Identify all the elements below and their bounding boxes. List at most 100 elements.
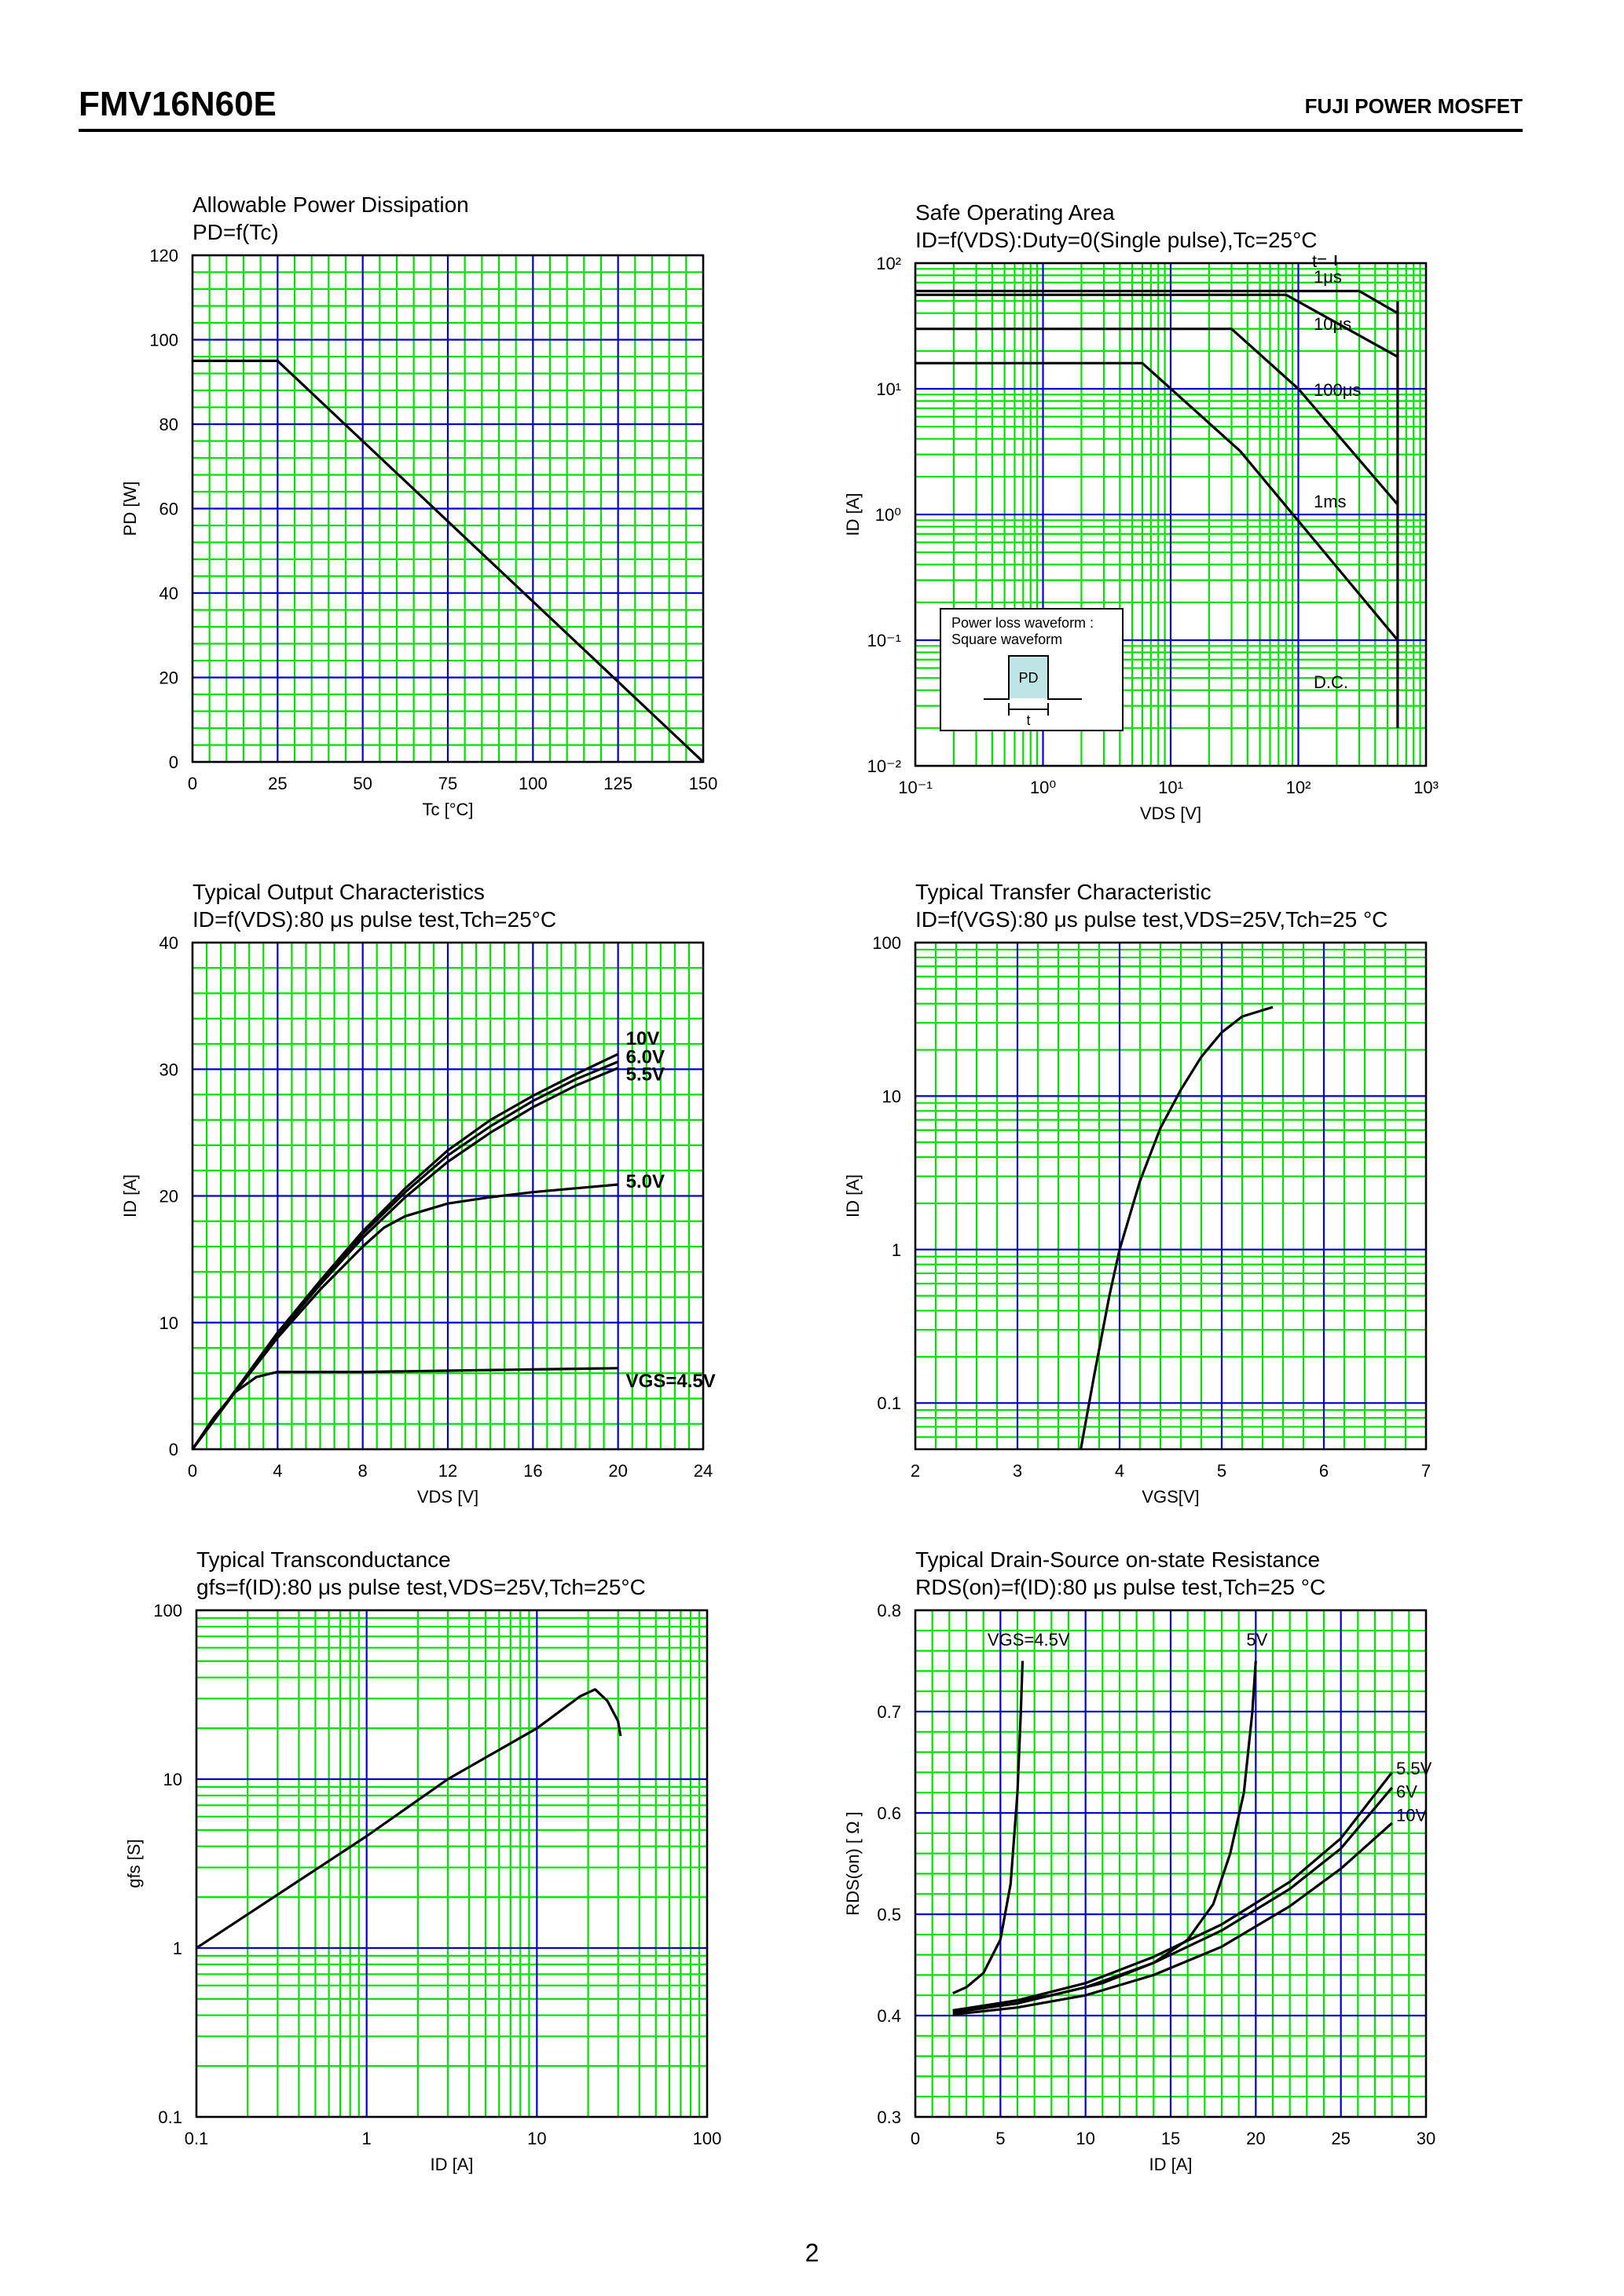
y-tick-label: 10¹	[876, 379, 901, 399]
x-tick-label: 0	[188, 774, 197, 793]
chart-subtitle: ID=f(VGS):80 μs pulse test,VDS=25V,Tch=2…	[915, 907, 1388, 932]
series-line	[196, 1688, 622, 1950]
plot-frame	[195, 1609, 709, 2118]
power-loss-inset: Power loss waveform :Square waveform PD t	[940, 608, 1124, 731]
pd-fill	[1010, 657, 1047, 698]
chart-rds-on: Typical Drain-Source on-state Resistance…	[843, 1547, 1435, 2174]
y-axis-label: RDS(on) [ Ω ]	[843, 1811, 863, 1916]
series-label: 1ms	[1314, 492, 1347, 511]
x-axis-label: ID [A]	[1149, 2155, 1192, 2174]
y-tick-label: 10²	[876, 254, 901, 273]
series-label: VGS=4.5V	[988, 1630, 1070, 1650]
chart-subtitle: RDS(on)=f(ID):80 μs pulse test,Tch=25 °C	[915, 1575, 1325, 1599]
series-line	[915, 293, 1399, 358]
x-axis-label: VDS [V]	[1140, 804, 1201, 823]
series-label: 5V	[1246, 1630, 1267, 1650]
plot-grid	[195, 1609, 709, 2118]
y-axis-label: PD [W]	[120, 482, 140, 536]
y-tick-label: 40	[159, 933, 178, 953]
waveform-line	[984, 655, 1082, 700]
plot-frame	[191, 941, 705, 1451]
series-label: 1μs	[1314, 267, 1342, 287]
plot-frame	[191, 254, 705, 764]
plot-grid	[914, 1609, 1428, 2118]
x-tick-label: 4	[1115, 1461, 1124, 1481]
series-line	[952, 1786, 1393, 2014]
series-line	[191, 1367, 618, 1450]
series-line	[915, 289, 1399, 315]
y-tick-label: 80	[159, 415, 178, 434]
y-tick-label: 0.1	[158, 2107, 182, 2127]
y-axis-label: gfs [S]	[124, 1839, 144, 1888]
x-axis-label: Tc [°C]	[422, 800, 473, 819]
series-label: VGS=4.5V	[626, 1371, 716, 1392]
y-axis-label: ID [A]	[843, 493, 863, 536]
y-axis-label: ID [A]	[843, 1174, 863, 1218]
x-tick-label: 6	[1319, 1461, 1329, 1481]
x-tick-label: 10⁻¹	[898, 778, 932, 797]
x-tick-label: 10³	[1413, 778, 1439, 797]
y-tick-label: 1	[173, 1939, 182, 1958]
x-tick-label: 25	[268, 774, 287, 793]
y-tick-label: 30	[159, 1060, 178, 1079]
chart-title: Allowable Power Dissipation	[192, 192, 469, 217]
y-tick-label: 40	[159, 584, 178, 603]
chart-title: Safe Operating Area	[915, 200, 1115, 225]
x-tick-label: 1	[362, 2129, 372, 2148]
x-tick-label: 16	[523, 1461, 542, 1481]
y-tick-label: 1	[892, 1240, 901, 1260]
x-tick-label: 0.1	[185, 2129, 209, 2148]
series-label: 5.0V	[626, 1171, 665, 1192]
y-axis-label: ID [A]	[120, 1174, 140, 1218]
page-header: FMV16N60E FUJI POWER MOSFET	[79, 85, 1523, 132]
y-tick-label: 0.4	[877, 2006, 901, 2026]
plot-frame	[914, 1609, 1428, 2118]
x-tick-label: 75	[438, 774, 457, 793]
chart-transconductance: Typical Transconductance gfs=f(ID):80 μs …	[124, 1547, 722, 2174]
series-label: 10V	[1396, 1805, 1427, 1825]
chart-title: Typical Output Characteristics	[192, 880, 485, 904]
y-tick-label: 100	[149, 331, 178, 350]
chart-safe-operating-area: Safe Operating Area ID=f(VDS):Duty=0(Sing…	[843, 200, 1439, 823]
inset-subtitle: Square waveform	[951, 632, 1062, 647]
series-label: 100μs	[1314, 380, 1361, 400]
series-label: 6.0V	[626, 1047, 665, 1068]
y-tick-label: 10⁻²	[867, 756, 901, 776]
y-tick-label: 20	[159, 1187, 178, 1207]
series-line	[915, 361, 1399, 642]
x-tick-label: 125	[603, 774, 632, 793]
x-tick-label: 100	[519, 774, 548, 793]
x-tick-label: 100	[693, 2129, 722, 2148]
series-line	[952, 1771, 1393, 2012]
y-tick-label: 120	[149, 246, 178, 265]
y-tick-label: 100	[872, 933, 901, 953]
x-tick-label: 20	[608, 1461, 627, 1481]
y-tick-label: 100	[153, 1601, 182, 1620]
chart-title: Typical Drain-Source on-state Resistance	[915, 1547, 1320, 1572]
x-tick-label: 25	[1331, 2129, 1350, 2148]
pd-label: PD	[1018, 670, 1038, 686]
x-tick-label: 5	[995, 2129, 1005, 2148]
series-line	[191, 1183, 618, 1450]
x-axis-label: ID [A]	[430, 2155, 473, 2174]
x-tick-label: 4	[273, 1461, 282, 1481]
y-tick-label: 10	[159, 1313, 178, 1333]
series-line	[1080, 1005, 1274, 1450]
y-tick-label: 0.1	[877, 1393, 901, 1413]
chart-title: Typical Transconductance	[196, 1547, 451, 1572]
chart-subtitle: gfs=f(ID):80 μs pulse test,VDS=25V,Tch=2…	[196, 1575, 646, 1599]
chart-title: Typical Transfer Characteristic	[915, 880, 1212, 904]
series-label: D.C.	[1314, 672, 1348, 692]
inset-title: Power loss waveform :	[951, 615, 1094, 631]
chart-subtitle: ID=f(VDS):80 μs pulse test,Tch=25°C	[192, 907, 556, 932]
x-tick-label: 10²	[1286, 778, 1311, 797]
y-tick-label: 10⁻¹	[867, 631, 901, 650]
x-axis-label: VGS[V]	[1142, 1487, 1199, 1507]
x-tick-label: 10⁰	[1030, 778, 1056, 797]
x-tick-label: 30	[1417, 2129, 1435, 2148]
t-label: t	[1026, 712, 1030, 728]
series-line	[952, 1822, 1393, 2016]
x-tick-label: 10¹	[1158, 778, 1183, 797]
x-tick-label: 3	[1013, 1461, 1022, 1481]
series-line	[192, 359, 705, 764]
